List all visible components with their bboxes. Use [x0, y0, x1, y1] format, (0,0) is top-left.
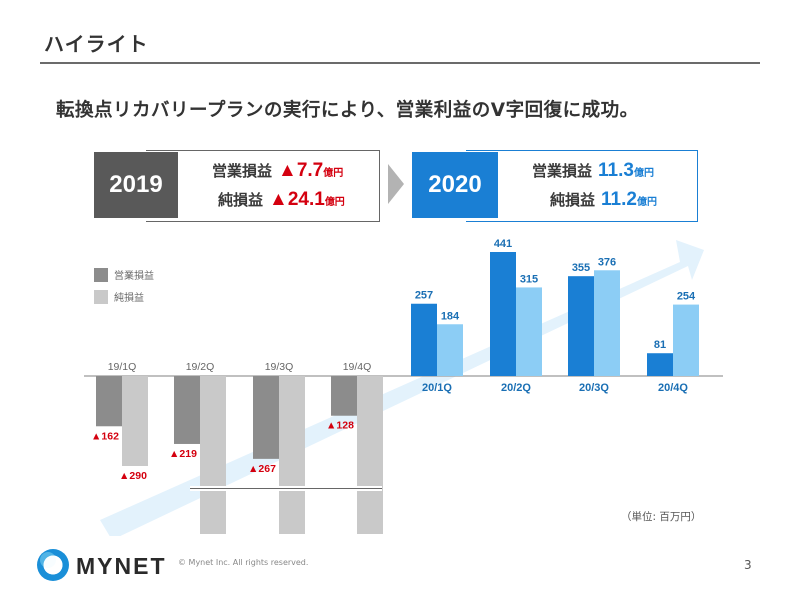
bar-op-19/2Q: [174, 376, 200, 444]
summary-2019-net-unit: 億円: [324, 197, 345, 208]
label-op-20/4Q: 81: [654, 339, 666, 351]
year-box-2019: 2019: [94, 152, 178, 218]
chevron-right-icon: [388, 164, 404, 204]
bar-op-20/1Q: [411, 303, 437, 376]
summary-2019-net-value: ▲24.1: [269, 189, 325, 210]
summary-frame-2019: 営業損益 ▲7.7 億円 純損益 ▲24.1 億円: [146, 150, 380, 222]
summary-2019-net-line: 純損益 ▲24.1 億円: [218, 189, 345, 211]
bar-net-20/3Q: [594, 270, 620, 376]
bar-op-19/3Q: [253, 376, 279, 459]
label-net-20/3Q: 376: [598, 256, 616, 268]
label-op-20/1Q: 257: [415, 290, 433, 302]
title-divider: [40, 62, 760, 64]
tick-19/2Q: 19/2Q: [186, 361, 215, 373]
bar-op-20/4Q: [647, 353, 673, 376]
legend-label-0: 営業損益: [114, 269, 154, 282]
summary-2019-op-line: 営業損益 ▲7.7 億円: [212, 160, 343, 182]
summary-2020-net-unit: 億円: [636, 197, 657, 208]
trend-arrow: [100, 240, 704, 540]
legend-label-1: 純損益: [114, 291, 144, 304]
bar-net-20/1Q: [437, 324, 463, 376]
bar-net-20/4Q: [673, 304, 699, 376]
mynet-logo-icon: [37, 549, 69, 581]
summary-2020-net-line: 純損益 11.2 億円: [550, 189, 657, 211]
summary-2020-net-value: 11.2: [601, 189, 637, 210]
bar-net-19/3Q: [279, 376, 305, 534]
bar-op-19/4Q: [331, 376, 357, 416]
year-box-2020: 2020: [412, 152, 498, 218]
summary-2020-op-unit: 億円: [633, 168, 654, 179]
summary-2019-net-label: 純損益: [218, 191, 264, 209]
summary-frame-2020: 営業損益 11.3 億円 純損益 11.2 億円: [466, 150, 698, 222]
summary-2020-op-line: 営業損益 11.3 億円: [532, 160, 654, 182]
label-op-20/3Q: 355: [572, 262, 590, 274]
logo-text: MYNET: [76, 553, 167, 579]
page-number: 3: [744, 558, 752, 572]
bar-net-19/2Q: [200, 376, 226, 534]
tick-20/1Q: 20/1Q: [422, 382, 452, 394]
summary-2019-op-label: 営業損益: [212, 162, 273, 180]
tick-19/1Q: 19/1Q: [108, 361, 137, 373]
label-op-20/2Q: 441: [494, 238, 512, 250]
tick-19/4Q: 19/4Q: [343, 361, 372, 373]
label-op-19/3Q: ▲267: [248, 463, 276, 475]
bar-op-20/2Q: [490, 252, 516, 376]
label-net-20/4Q: 254: [677, 291, 696, 303]
unit-note: （単位: 百万円）: [621, 511, 702, 523]
bar-net-19/1Q: [122, 376, 148, 466]
summary-2019-op-unit: 億円: [323, 168, 344, 179]
footer: [0, 536, 800, 599]
summary-2020-op-value: 11.3: [598, 160, 634, 181]
summary-2020-net-label: 純損益: [550, 191, 596, 209]
label-net-20/2Q: 315: [520, 273, 538, 285]
bar-op-19/1Q: [96, 376, 122, 427]
slide-title: ハイライト: [44, 32, 149, 56]
bar-net-20/2Q: [516, 287, 542, 376]
tick-19/3Q: 19/3Q: [265, 361, 294, 373]
summary-2019-op-value: ▲7.7: [278, 160, 324, 181]
bar-net-19/4Q: [357, 376, 383, 534]
tick-20/3Q: 20/3Q: [579, 382, 609, 394]
bar-op-20/3Q: [568, 276, 594, 376]
legend-swatch-0: [94, 268, 108, 282]
label-net-19/1Q: ▲290: [119, 470, 147, 482]
label-op-19/4Q: ▲128: [326, 420, 354, 432]
legend-swatch-1: [94, 290, 108, 304]
tick-20/2Q: 20/2Q: [501, 382, 531, 394]
label-op-19/2Q: ▲219: [169, 448, 197, 460]
copyright: © Mynet Inc. All rights reserved.: [178, 558, 309, 567]
label-op-19/1Q: ▲162: [91, 430, 119, 442]
label-net-20/1Q: 184: [441, 310, 460, 322]
tick-20/4Q: 20/4Q: [658, 382, 688, 394]
summary-2020-op-label: 営業損益: [532, 162, 593, 180]
headline: 転換点リカバリープランの実行により、営業利益のV字回復に成功。: [56, 100, 639, 121]
